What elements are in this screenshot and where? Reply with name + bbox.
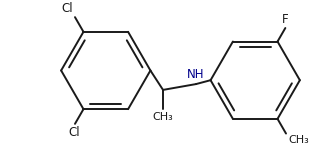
Text: CH₃: CH₃ bbox=[153, 112, 174, 122]
Text: CH₃: CH₃ bbox=[288, 135, 309, 145]
Text: Cl: Cl bbox=[61, 2, 73, 15]
Text: NH: NH bbox=[187, 68, 205, 81]
Text: Cl: Cl bbox=[68, 126, 80, 139]
Text: F: F bbox=[282, 13, 289, 26]
